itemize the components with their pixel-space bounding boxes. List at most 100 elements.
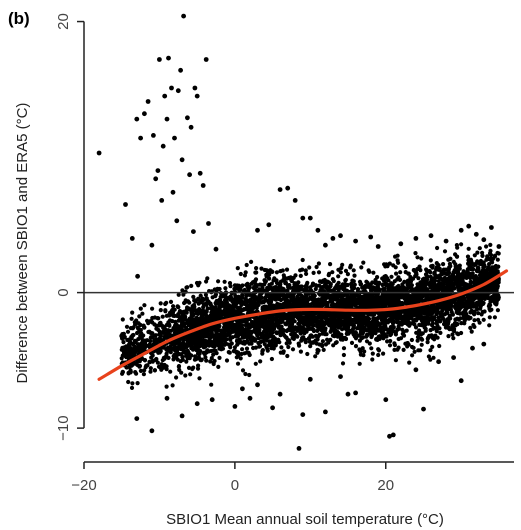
cloud-point (334, 340, 339, 345)
cloud-point (333, 320, 338, 325)
cloud-point (351, 318, 356, 323)
cloud-point (240, 335, 245, 340)
cloud-point (156, 316, 161, 321)
cloud-point (310, 323, 316, 328)
cloud-point (222, 334, 227, 339)
cloud-point (381, 321, 387, 326)
cloud-point (136, 347, 141, 352)
cloud-point (447, 261, 452, 266)
cloud-point (305, 351, 310, 357)
cloud-point (196, 301, 201, 306)
cloud-point (311, 295, 316, 300)
cloud-point (258, 359, 263, 364)
cloud-point (431, 294, 436, 299)
cloud-point (416, 276, 421, 281)
cloud-point (468, 257, 473, 262)
cloud-point (361, 318, 366, 323)
cloud-point (400, 282, 405, 287)
cloud-point (233, 312, 238, 317)
cloud-point (425, 287, 430, 292)
cloud-point (309, 333, 314, 338)
cloud-point (393, 311, 398, 316)
cloud-point (227, 350, 232, 355)
cloud-point (320, 331, 325, 336)
cloud-point (336, 330, 341, 335)
cloud-point (253, 277, 259, 282)
cloud-point (141, 372, 146, 377)
cloud-point (487, 262, 492, 267)
cloud-point (126, 379, 131, 385)
cloud-point (204, 296, 209, 301)
cloud-point (276, 281, 281, 286)
cloud-point (423, 272, 429, 277)
cloud-point (124, 365, 129, 370)
cloud-point (428, 258, 433, 263)
cloud-point (424, 268, 429, 273)
cloud-point (430, 308, 435, 313)
cloud-point (285, 283, 290, 288)
cloud-point (142, 358, 147, 363)
cloud-point (222, 279, 227, 284)
cloud-point (326, 285, 332, 290)
cloud-point (281, 328, 286, 333)
cloud-point (279, 345, 284, 350)
cloud-point (313, 354, 318, 359)
cloud-point (277, 294, 282, 299)
cloud-point (266, 342, 272, 348)
cloud-point (434, 261, 439, 266)
cloud-point (224, 341, 229, 346)
cloud-point (446, 334, 451, 339)
cloud-point (457, 303, 462, 308)
cloud-point (170, 383, 175, 388)
cloud-point (349, 340, 355, 345)
cloud-point (148, 369, 153, 374)
cloud-point (360, 346, 365, 351)
cloud-point (168, 369, 173, 374)
cloud-point (303, 327, 308, 332)
cloud-point (223, 286, 228, 291)
cloud-point (213, 292, 218, 297)
cloud-point (385, 339, 390, 344)
y-axis-label: Difference between SBIO1 and ERA5 (°C) (14, 103, 31, 384)
cloud-point (170, 319, 175, 324)
cloud-point (310, 283, 315, 288)
cloud-point (469, 329, 474, 334)
cloud-point (302, 322, 307, 327)
cloud-point (250, 280, 256, 285)
cloud-point (306, 326, 312, 331)
cloud-point (194, 320, 199, 325)
cloud-point (423, 328, 428, 333)
cloud-point (209, 382, 214, 387)
cloud-point (366, 312, 371, 317)
cloud-point (284, 267, 290, 272)
cloud-point (254, 266, 259, 271)
cloud-point (347, 299, 352, 304)
panel-label: (b) (8, 9, 30, 28)
cloud-point (282, 302, 287, 308)
cloud-point (148, 366, 153, 371)
cloud-point (385, 282, 390, 288)
cloud-point (136, 337, 141, 342)
cloud-point (181, 292, 186, 297)
cloud-point (387, 310, 392, 315)
cloud-point (487, 283, 492, 288)
cloud-point (257, 330, 262, 336)
cloud-point (415, 255, 420, 260)
cloud-point (487, 315, 492, 320)
cloud-point (244, 262, 249, 268)
cloud-point (227, 342, 233, 348)
cloud-point (362, 349, 367, 354)
cloud-point (195, 366, 201, 371)
cloud-point (353, 336, 359, 341)
cloud-point (266, 286, 271, 292)
cloud-point (492, 253, 497, 258)
cloud-point (256, 336, 261, 341)
cloud-point (124, 324, 130, 329)
cloud-point (259, 282, 264, 287)
cloud-point (461, 273, 466, 279)
cloud-point (464, 300, 469, 305)
cloud-point (168, 333, 173, 338)
cloud-point (475, 250, 480, 255)
cloud-point (488, 298, 493, 303)
